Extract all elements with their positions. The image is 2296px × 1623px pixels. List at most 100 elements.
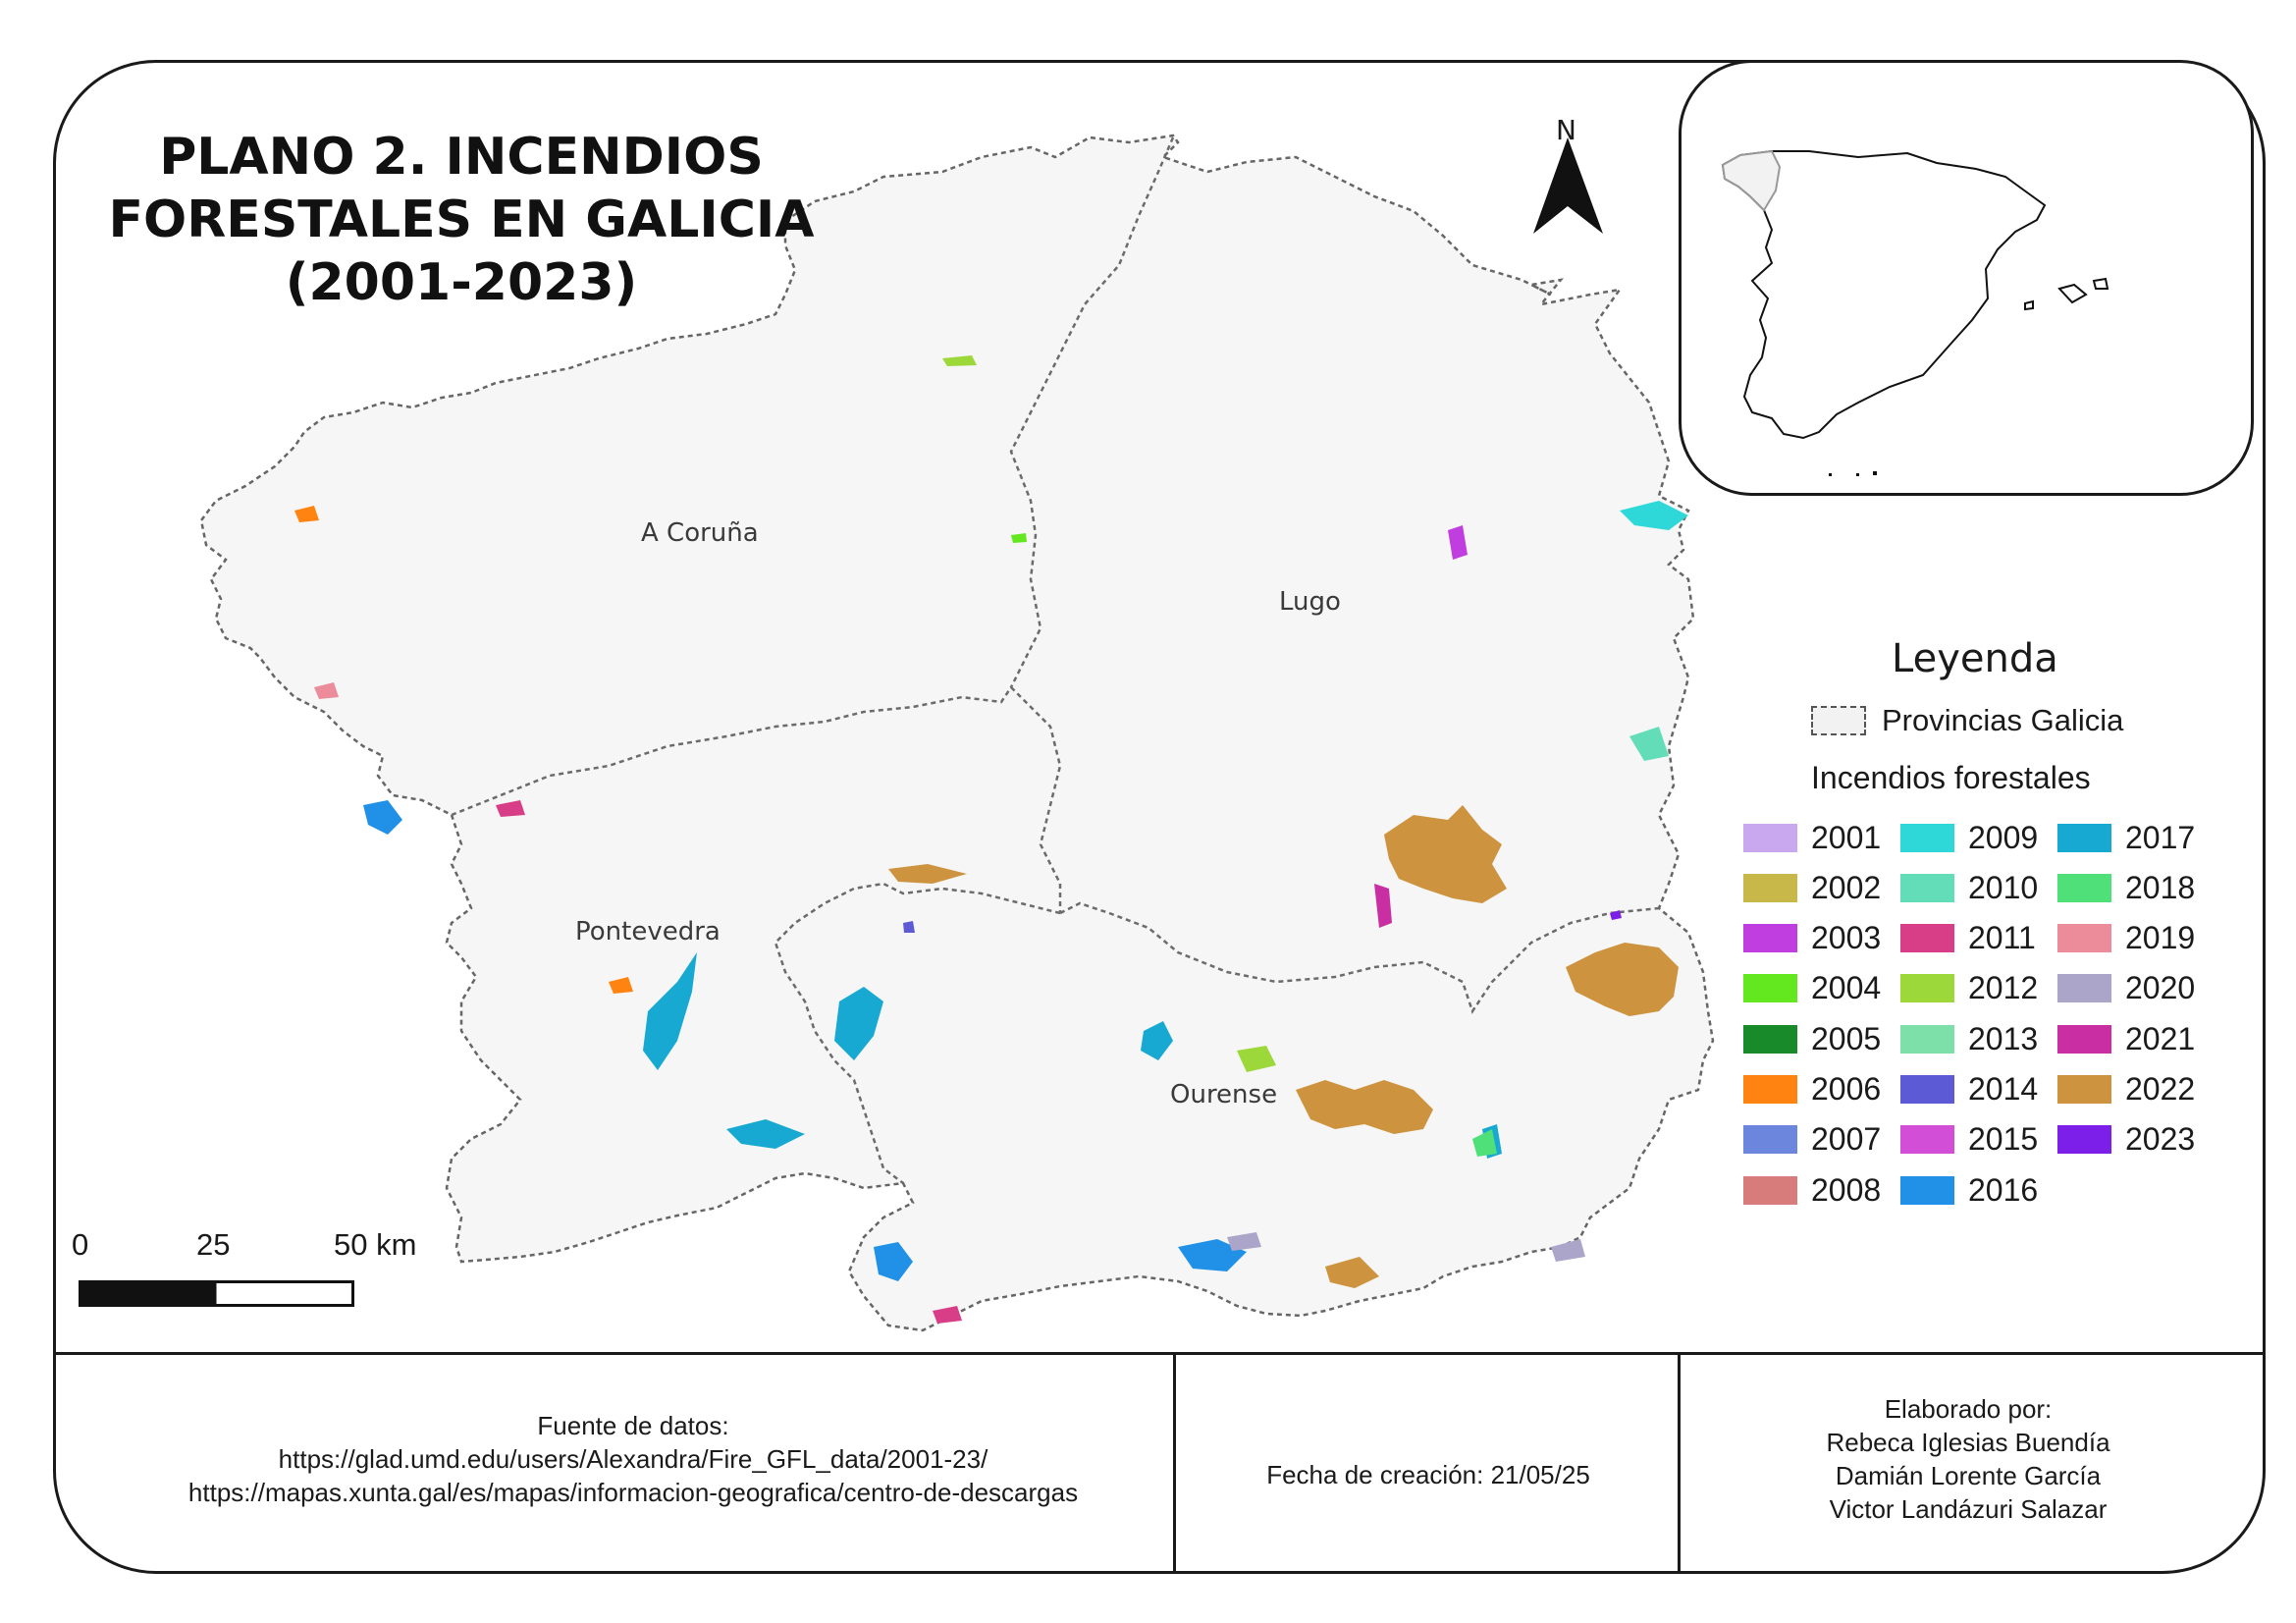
inset-map (1679, 60, 2254, 496)
legend-item-2001: 2001 (1743, 818, 1881, 857)
creation-date: Fecha de creación: 21/05/25 (1266, 1460, 1590, 1489)
footer-divider (53, 1352, 2266, 1355)
legend-swatch-2001 (1743, 823, 1797, 852)
scale-label-25: 25 (196, 1227, 231, 1262)
legend-swatch-2006 (1743, 1075, 1797, 1104)
legend-item-2006: 2006 (1743, 1070, 1881, 1109)
legend-swatch-2003 (1743, 924, 1797, 953)
galicia-region (199, 134, 1715, 1332)
scale-label-0: 0 (72, 1227, 89, 1262)
legend-label-2002: 2002 (1811, 869, 1882, 905)
author-1: Rebeca Iglesias Buendía (1826, 1428, 2110, 1457)
legend-item-2020: 2020 (2057, 969, 2195, 1008)
legend-label-2009: 2009 (1968, 819, 2039, 855)
legend-swatch-2008 (1743, 1175, 1797, 1205)
legend-label-2013: 2013 (1968, 1020, 2039, 1056)
legend-item-2003: 2003 (1743, 919, 1881, 958)
legend-label-2022: 2022 (2125, 1071, 2196, 1107)
legend-swatch-2021 (2057, 1024, 2111, 1054)
legend-item-2002: 2002 (1743, 868, 1881, 907)
legend-boundary-swatch (1811, 706, 1866, 735)
legend-swatch-2010 (1900, 873, 1954, 902)
legend-label-2012: 2012 (1968, 970, 2039, 1006)
legend-label-2003: 2003 (1811, 920, 1882, 956)
legend-item-2015: 2015 (1900, 1120, 2038, 1160)
data-source-label: Fuente de datos: (537, 1411, 729, 1440)
legend-swatch-2013 (1900, 1024, 1954, 1054)
legend-swatch-2018 (2057, 873, 2111, 902)
scale-bar (79, 1232, 355, 1264)
legend-label-2008: 2008 (1811, 1171, 1882, 1208)
province-label-lugo: Lugo (1279, 587, 1341, 617)
data-source: Fuente de datos: https://glad.umd.edu/us… (108, 1409, 1158, 1509)
legend-boundary-item: Provincias Galicia (1811, 703, 2123, 738)
legend-item-2017: 2017 (2057, 818, 2195, 857)
data-source-url-1: https://glad.umd.edu/users/Alexandra/Fir… (278, 1444, 988, 1474)
title-line-3: (2001-2023) (285, 253, 638, 312)
authors-label: Elaborado por: (1884, 1394, 2053, 1424)
legend-label-2004: 2004 (1811, 970, 1882, 1006)
data-source-url-2: https://mapas.xunta.gal/es/mapas/informa… (187, 1478, 1079, 1507)
legend-item-2004: 2004 (1743, 969, 1881, 1008)
legend-item-2021: 2021 (2057, 1019, 2195, 1058)
legend-swatch-2005 (1743, 1024, 1797, 1054)
legend-label-2006: 2006 (1811, 1071, 1882, 1107)
legend-item-2018: 2018 (2057, 868, 2195, 907)
legend-item-2010: 2010 (1900, 868, 2038, 907)
spain-outline (1721, 149, 2109, 476)
legend-swatch-2019 (2057, 924, 2111, 953)
scale-label-50: 50 km (334, 1227, 417, 1262)
legend-label-2011: 2011 (1968, 920, 2036, 956)
legend-swatch-2020 (2057, 974, 2111, 1003)
legend-label-2015: 2015 (1968, 1121, 2039, 1158)
legend-swatch-2023 (2057, 1125, 2111, 1155)
author-2: Damián Lorente García (1835, 1461, 2102, 1490)
legend-swatch-2017 (2057, 823, 2111, 852)
legend-swatch-2022 (2057, 1075, 2111, 1104)
legend-item-2014: 2014 (1900, 1070, 2038, 1109)
fire-patches (294, 355, 1688, 1324)
legend-boundary-label: Provincias Galicia (1882, 703, 2124, 737)
province-boundaries (451, 136, 1660, 1184)
legend-subtitle: Incendios forestales (1811, 760, 2091, 795)
legend-item-2009: 2009 (1900, 818, 2038, 857)
north-label: N (1556, 114, 1576, 146)
legend-label-2017: 2017 (2125, 819, 2196, 855)
legend-label-2020: 2020 (2125, 970, 2196, 1006)
legend-item-2019: 2019 (2057, 919, 2195, 958)
legend-item-2005: 2005 (1743, 1019, 1881, 1058)
legend-label-2019: 2019 (2125, 920, 2196, 956)
legend-label-2010: 2010 (1968, 869, 2039, 905)
legend-label-2005: 2005 (1811, 1020, 1882, 1056)
legend-label-2023: 2023 (2125, 1121, 2196, 1158)
legend-swatch-2015 (1900, 1125, 1954, 1155)
legend-swatch-2009 (1900, 823, 1954, 852)
authors: Elaborado por: Rebeca Iglesias Buendía D… (1688, 1392, 2248, 1526)
legend-item-2016: 2016 (1900, 1170, 2038, 1210)
legend-title: Leyenda (1892, 636, 2058, 681)
map-frame (53, 60, 2266, 1574)
legend-item-2013: 2013 (1900, 1019, 2038, 1058)
map-title: PLANO 2. INCENDIOS FORESTALES EN GALICIA… (88, 126, 834, 314)
legend-label-2016: 2016 (1968, 1171, 2039, 1208)
legend-swatch-2004 (1743, 974, 1797, 1003)
legend-swatch-2016 (1900, 1175, 1954, 1205)
legend-label-2021: 2021 (2125, 1020, 2196, 1056)
legend-swatch-2007 (1743, 1125, 1797, 1155)
north-arrow-icon (1533, 137, 1603, 234)
legend-label-2007: 2007 (1811, 1121, 1882, 1158)
author-3: Victor Landázuri Salazar (1829, 1494, 2108, 1524)
legend-swatch-2012 (1900, 974, 1954, 1003)
title-line-2: FORESTALES EN GALICIA (108, 190, 815, 249)
legend-item-2007: 2007 (1743, 1120, 1881, 1160)
footer-divider-left (1173, 1352, 1176, 1574)
title-line-1: PLANO 2. INCENDIOS (159, 128, 764, 187)
legend-item-2011: 2011 (1900, 919, 2036, 958)
legend-item-2012: 2012 (1900, 969, 2038, 1008)
legend-label-2018: 2018 (2125, 869, 2196, 905)
legend-label-2014: 2014 (1968, 1071, 2039, 1107)
legend-swatch-2002 (1743, 873, 1797, 902)
legend-label-2001: 2001 (1811, 819, 1882, 855)
legend-item-2008: 2008 (1743, 1170, 1881, 1210)
scale-bar-graphic (79, 1280, 354, 1307)
